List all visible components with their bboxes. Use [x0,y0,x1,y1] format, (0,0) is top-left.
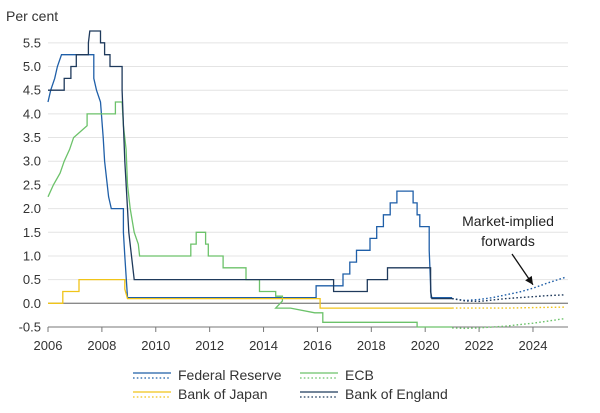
annotation-arrowhead [525,275,533,285]
legend-label-federal-reserve: Federal Reserve [178,367,282,383]
y-tick-label: 2.5 [23,177,41,192]
x-tick-label: 2020 [411,338,440,353]
x-tick-label: 2014 [249,338,278,353]
series-lines [47,30,566,330]
x-tick-label: 2010 [141,338,170,353]
bank-of-england-forward-line [451,294,566,303]
y-tick-label: 1.5 [23,225,41,240]
x-tick-label: 2012 [195,338,224,353]
market-forwards-annotation: Market-implied forwards [462,213,554,286]
y-tick-label: 0.5 [23,272,41,287]
y-tick-label: 4.5 [23,83,41,98]
x-tick-label: 2018 [357,338,386,353]
ecb-line [47,101,453,328]
legend: Federal Reserve ECB Bank of Japan Bank of E… [133,367,448,402]
legend-label-bank-of-japan: Bank of Japan [178,386,268,402]
y-tick-label: 3.0 [23,154,41,169]
y-tick-label: -0.5 [19,320,41,335]
ecb-forward-line [452,317,566,330]
x-tick-label: 2024 [519,338,548,353]
y-tick-label: 5.5 [23,35,41,50]
y-axis-ticks: -0.5 0.0 0.5 1.0 1.5 2.0 2.5 3.0 3.5 4.0 4.5 5.0 5.5 [19,35,41,334]
x-axis-ticks: 2006 2008 2010 2012 2014 2016 2018 2020 2022 2024 [34,327,548,353]
bank-of-japan-forward-line [452,306,566,309]
y-tick-label: 1.0 [23,248,41,263]
y-tick-label: 5.0 [23,59,41,74]
legend-label-ecb: ECB [345,367,374,383]
x-tick-label: 2016 [303,338,332,353]
y-tick-label: 4.0 [23,106,41,121]
annotation-line-1: Market-implied [462,213,554,229]
annotation-line-2: forwards [481,233,535,249]
y-axis-unit-label: Per cent [6,8,58,24]
y-tick-label: 2.0 [23,201,41,216]
bank-of-england-line [48,30,453,300]
y-tick-label: 0.0 [23,296,41,311]
x-tick-label: 2008 [87,338,116,353]
x-tick-label: 2022 [465,338,494,353]
y-tick-label: 3.5 [23,130,41,145]
federal-reserve-forward-line [452,276,566,302]
federal-reserve-line [47,54,453,299]
legend-label-bank-of-england: Bank of England [345,386,448,402]
x-tick-label: 2006 [34,338,63,353]
bank-of-japan-line [48,278,453,309]
